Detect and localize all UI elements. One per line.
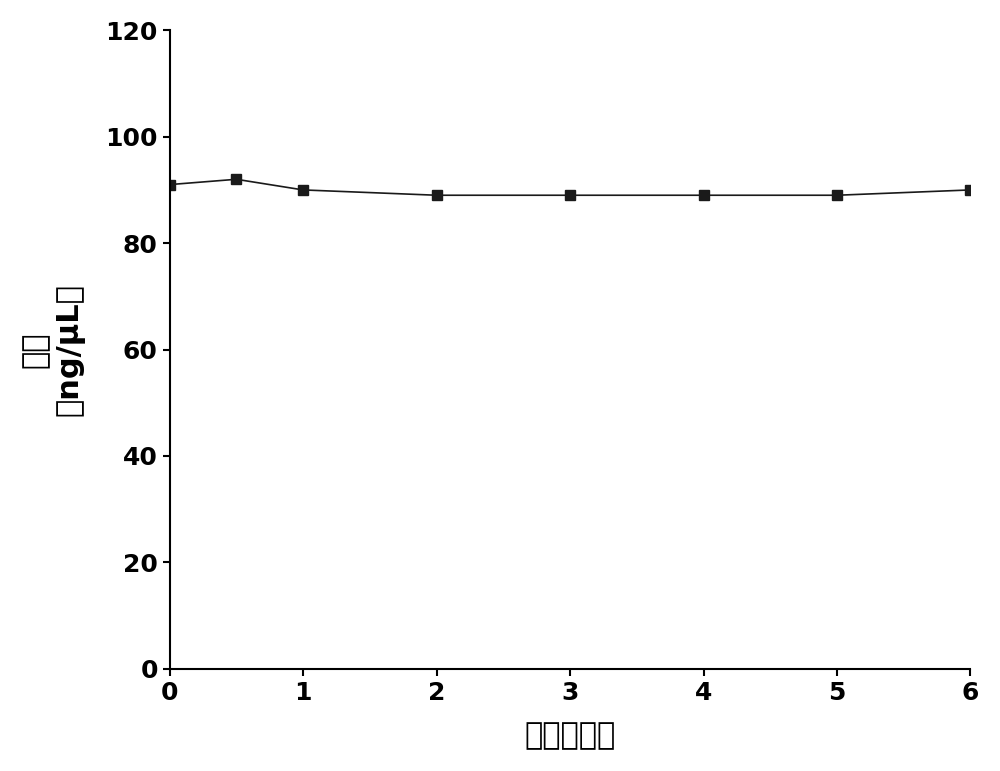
- Y-axis label: 浓度
（ng/μL）: 浓度 （ng/μL）: [21, 283, 84, 416]
- X-axis label: 时间（月）: 时间（月）: [524, 721, 616, 750]
